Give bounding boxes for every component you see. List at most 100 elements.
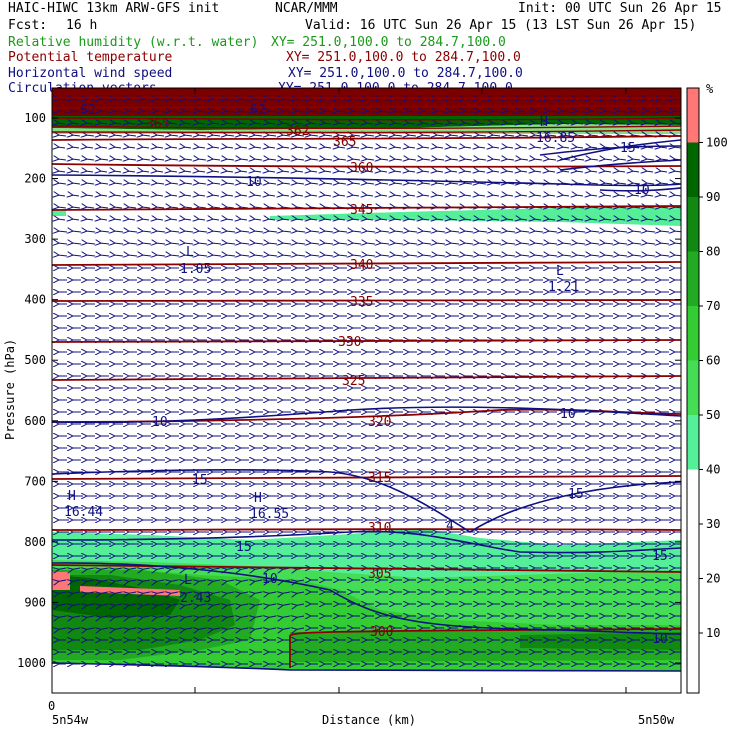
wind-vector [268,219,276,220]
wind-vector [618,159,627,160]
field-1-name: Potential temperature [8,50,173,65]
colorbar-swatch [687,197,699,252]
wind-vector [548,147,556,148]
wind-vector [198,243,208,244]
wind-vector [576,195,584,196]
ws-label: 15 [192,473,208,488]
wind-vector [296,219,304,220]
wind-vector [520,231,530,232]
wind-vector [240,243,250,244]
wind-vector [212,123,220,124]
wind-vector [604,159,613,160]
wind-vector [324,147,332,148]
wind-vector [436,99,444,100]
wind-vector [436,159,445,160]
wind-vector [464,219,472,220]
wind-vector [324,243,334,244]
wind-vector [408,147,416,148]
wind-vector [282,123,290,124]
wind-vector [478,243,488,244]
wind-vector [212,255,222,256]
header: HAIC-HIWC 13km ARW-GFS init NCAR/MMM Ini… [8,1,722,96]
wind-vector [198,219,206,220]
wind-vector [170,123,178,124]
wind-vector [604,99,612,100]
wind-vector [72,243,82,244]
ws-label: 15 [236,540,252,555]
wind-vector [534,123,542,124]
wind-vector [604,219,612,220]
wind-vector [212,159,221,160]
plot-area [52,88,681,693]
wind-vector [72,135,81,136]
wind-vector [72,183,81,184]
wind-vector [534,231,544,232]
wind-vector [618,171,626,172]
wind-vector [86,243,96,244]
wind-vector [240,255,250,256]
wind-vector [156,219,164,220]
wind-vector [170,111,179,112]
wind-vector [646,159,655,160]
wind-vector [618,99,626,100]
wind-vector [590,195,598,196]
wind-vector [506,231,516,232]
wind-vector [128,111,137,112]
wind-vector [310,111,319,112]
colorbar-swatch [687,88,699,143]
wind-vector [422,111,431,112]
theta-label: 315 [368,471,391,486]
wind-vector [268,183,277,184]
wind-vector [212,231,222,232]
wind-vector [590,147,598,148]
wind-vector [422,123,430,124]
y-tick-label: 800 [24,535,46,549]
wind-vector [184,243,194,244]
wind-vector [100,111,109,112]
wind-vector [618,183,627,184]
wind-vector [520,135,529,136]
wind-vector [464,135,473,136]
wind-vector [226,568,235,570]
wind-vector [562,195,570,196]
wind-vector [254,171,262,172]
wind-vector [338,183,347,184]
wind-vector [156,568,165,570]
wind-vector [548,219,556,220]
wind-vector [310,171,318,172]
wind-vector [58,159,67,160]
ws-label: 15 [620,141,636,156]
wind-vector [576,243,586,244]
wind-vector [156,123,164,124]
wind-vector [590,243,600,244]
wind-vector [282,111,291,112]
wind-vector [170,135,179,136]
wind-vector [184,159,193,160]
wind-vector [562,171,570,172]
wind-vector [576,159,585,160]
wind-vector [394,183,403,184]
wind-vector [604,111,613,112]
colorbar-label: 90 [706,190,720,204]
wind-vector [114,111,123,112]
wind-vector [352,243,362,244]
wind-vector [282,99,290,100]
wind-vector [660,231,670,232]
wind-vector [184,171,192,172]
wind-vector [226,231,236,232]
wind-vector [156,111,165,112]
wind-vector [422,159,431,160]
wind-vector [408,99,416,100]
wind-vector [240,195,248,196]
wind-vector [492,255,502,256]
wind-vector [72,195,80,196]
wind-vector [114,147,122,148]
wind-vector [226,195,234,196]
wind-vector [590,183,599,184]
wind-vector [548,123,556,124]
wind-vector [506,171,514,172]
wind-vector [436,147,444,148]
wind-vector [296,123,304,124]
extremum-value: 2.43 [180,591,211,606]
wind-vector [156,231,166,232]
